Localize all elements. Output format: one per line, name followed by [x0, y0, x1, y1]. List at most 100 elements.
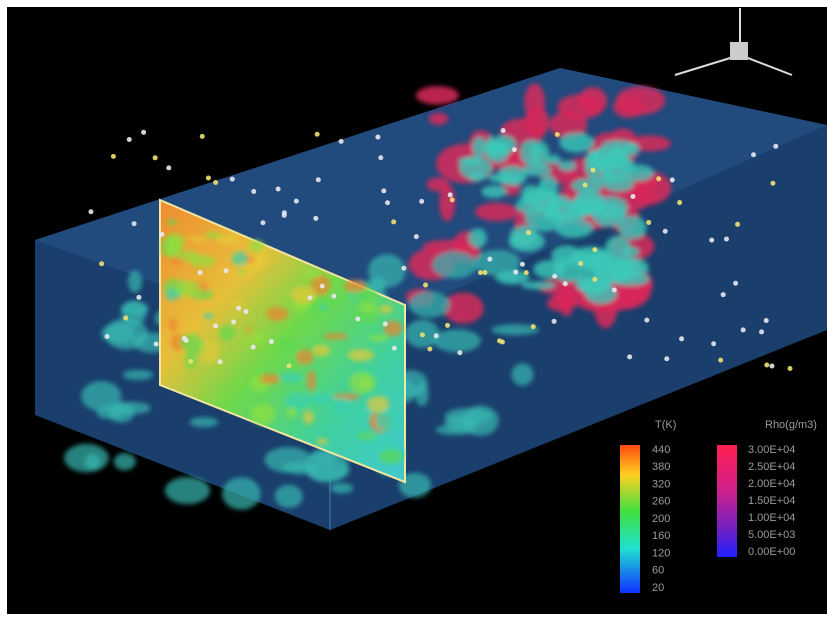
particle [184, 338, 189, 343]
particle [718, 358, 723, 363]
particle [555, 132, 560, 137]
particle [287, 363, 292, 368]
particle [419, 199, 424, 204]
slice-patch [279, 339, 299, 355]
slice-patch [232, 252, 248, 266]
slice-patch [232, 301, 244, 307]
slice-patch [251, 403, 275, 424]
particle [154, 342, 159, 347]
particle [392, 346, 397, 351]
cyan-blob [547, 155, 561, 165]
legend-label: 5.00E+03 [748, 529, 795, 541]
slice-patch [205, 232, 221, 239]
particle [427, 346, 432, 351]
cyan-blob [585, 284, 617, 304]
legend-label: 0.00E+00 [748, 546, 795, 558]
cyan-blob [64, 444, 109, 472]
particle [592, 277, 597, 282]
density-blob [616, 86, 666, 115]
particle [331, 294, 336, 299]
cyan-blob [553, 257, 583, 282]
slice-patch [285, 393, 310, 410]
particle [355, 317, 360, 322]
particle [198, 270, 203, 275]
slice-patch [303, 411, 314, 424]
cyan-blob [525, 190, 548, 201]
particle [501, 128, 506, 133]
legend-label: 260 [652, 496, 670, 508]
slice-patch [291, 286, 317, 304]
particle [644, 318, 649, 323]
particle [99, 261, 104, 266]
particle [188, 359, 193, 364]
cyan-blob [462, 406, 499, 436]
legend-title: T(K) [655, 419, 676, 431]
density-blob [524, 107, 549, 136]
particle [381, 188, 386, 193]
cyan-blob [521, 281, 555, 289]
particle [630, 194, 635, 199]
particle [457, 350, 462, 355]
slice-patch [167, 219, 177, 225]
particle [721, 292, 726, 297]
particle [724, 237, 729, 242]
slice-patch [333, 398, 351, 414]
particle [711, 341, 716, 346]
particle [735, 222, 740, 227]
particle [770, 181, 775, 186]
particle [231, 319, 236, 324]
particle [88, 209, 93, 214]
cyan-blob [601, 140, 635, 154]
slice-patch [312, 345, 330, 357]
legend-label: 380 [652, 461, 670, 473]
particle [276, 186, 281, 191]
particle [244, 309, 249, 314]
particle [339, 139, 344, 144]
particle [217, 359, 222, 364]
particle [741, 327, 746, 332]
cyan-blob [121, 300, 146, 326]
particle [578, 261, 583, 266]
axis-cube [730, 42, 748, 60]
particle [320, 284, 325, 289]
particle [520, 262, 525, 267]
legend-title: Rho(g/m3) [765, 419, 817, 431]
legend-label: 2.50E+04 [748, 461, 795, 473]
particle [552, 319, 557, 324]
slice-patch [352, 310, 380, 323]
slice-patch [165, 288, 180, 300]
particle [391, 219, 396, 224]
cyan-blob [409, 291, 450, 317]
particle [375, 135, 380, 140]
density-blob [416, 86, 459, 104]
particle [420, 332, 425, 337]
particle [787, 366, 792, 371]
cyan-blob [469, 228, 487, 248]
cyan-blob [484, 141, 509, 157]
density-blob [439, 184, 455, 222]
particle [663, 229, 668, 234]
particle [487, 257, 492, 262]
particle [401, 266, 406, 271]
particle [646, 220, 651, 225]
particle [141, 130, 146, 135]
slice-patch [379, 449, 402, 463]
slice-patch [305, 269, 321, 278]
particle [513, 270, 518, 275]
density-blob [475, 203, 518, 222]
legend-label: 160 [652, 530, 670, 542]
particle [316, 177, 321, 182]
density-blob [429, 113, 449, 125]
particle [563, 281, 568, 286]
slice-patch [249, 240, 265, 253]
cyan-blob [415, 383, 428, 406]
slice-patch [369, 335, 389, 342]
particle [213, 323, 218, 328]
cyan-blob [599, 155, 635, 176]
particle [127, 137, 132, 142]
cyan-blob [555, 219, 593, 238]
cyan-blob [96, 406, 124, 419]
particle [269, 339, 274, 344]
colorbar-density [717, 445, 737, 557]
particle [313, 216, 318, 221]
